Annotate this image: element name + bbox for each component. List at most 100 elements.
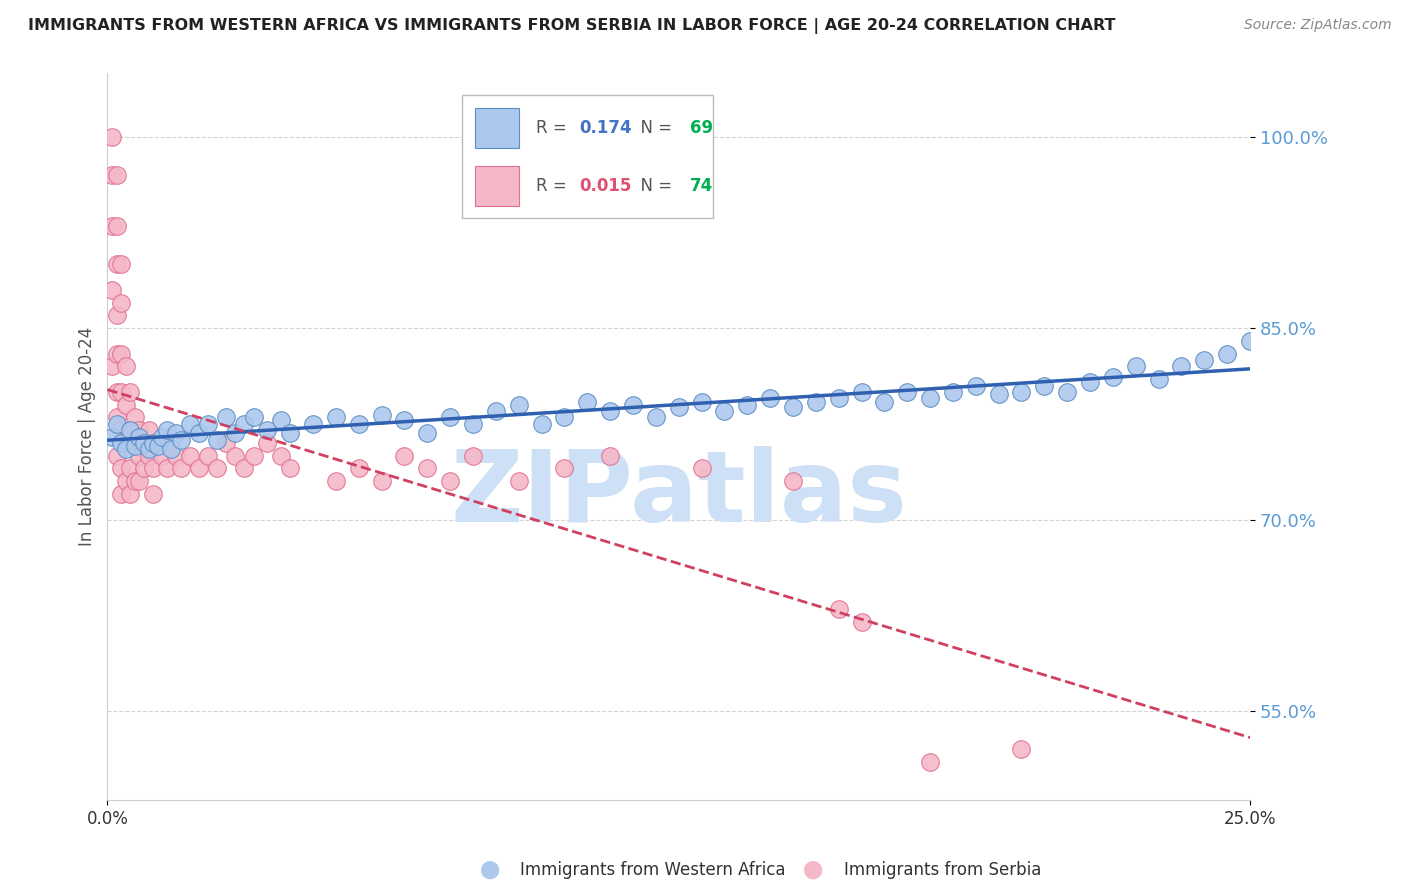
Point: [690, 461, 713, 475]
Point: [416, 425, 439, 440]
Point: [804, 395, 827, 409]
Point: [713, 404, 735, 418]
Point: [1011, 384, 1033, 399]
Text: IMMIGRANTS FROM WESTERN AFRICA VS IMMIGRANTS FROM SERBIA IN LABOR FORCE | AGE 20: IMMIGRANTS FROM WESTERN AFRICA VS IMMIGR…: [28, 18, 1115, 34]
Point: [242, 410, 264, 425]
Point: [224, 449, 246, 463]
Point: [110, 257, 132, 271]
Point: [508, 475, 530, 489]
Point: [215, 410, 238, 425]
Point: [197, 449, 219, 463]
Point: [128, 475, 150, 489]
Point: [156, 461, 179, 475]
Point: [132, 436, 155, 450]
Point: [110, 461, 132, 475]
Point: [873, 395, 896, 409]
Point: [644, 410, 666, 425]
Point: [110, 436, 132, 450]
Point: [101, 129, 124, 144]
Point: [128, 429, 150, 443]
Point: [101, 429, 124, 443]
Point: [132, 461, 155, 475]
Point: [165, 425, 187, 440]
Text: N =: N =: [630, 119, 676, 136]
Point: [114, 359, 136, 374]
FancyBboxPatch shape: [475, 166, 519, 206]
Point: [101, 283, 124, 297]
Point: [105, 410, 128, 425]
Text: Immigrants from Serbia: Immigrants from Serbia: [844, 861, 1040, 879]
Point: [128, 423, 150, 437]
Point: [851, 615, 873, 629]
Point: [621, 398, 644, 412]
Point: [105, 309, 128, 323]
Text: R =: R =: [536, 177, 572, 194]
Point: [205, 434, 228, 448]
Point: [920, 392, 942, 406]
Point: [114, 398, 136, 412]
Point: [105, 346, 128, 360]
FancyBboxPatch shape: [475, 108, 519, 147]
Point: [1216, 346, 1239, 360]
Point: [110, 346, 132, 360]
Point: [114, 436, 136, 450]
Point: [530, 417, 553, 431]
Point: [156, 423, 179, 437]
Point: [1125, 359, 1147, 374]
Text: ⬤: ⬤: [803, 861, 823, 879]
Point: [920, 755, 942, 769]
Point: [101, 219, 124, 233]
Point: [690, 395, 713, 409]
Point: [1011, 742, 1033, 756]
Text: 74: 74: [690, 177, 713, 194]
Point: [138, 449, 160, 463]
Point: [1170, 359, 1192, 374]
Point: [179, 417, 201, 431]
Point: [124, 475, 146, 489]
Point: [205, 461, 228, 475]
Point: [169, 461, 191, 475]
Point: [599, 404, 621, 418]
Text: 0.015: 0.015: [579, 177, 631, 194]
Text: R =: R =: [536, 119, 572, 136]
Point: [942, 384, 965, 399]
Point: [256, 436, 278, 450]
Point: [142, 487, 165, 501]
Point: [485, 404, 508, 418]
Point: [576, 395, 599, 409]
Point: [668, 401, 690, 415]
Point: [142, 436, 165, 450]
Point: [439, 475, 461, 489]
Point: [347, 417, 370, 431]
Point: [169, 434, 191, 448]
Point: [394, 413, 416, 427]
Point: [101, 359, 124, 374]
FancyBboxPatch shape: [461, 95, 713, 219]
Point: [1239, 334, 1261, 348]
Text: Source: ZipAtlas.com: Source: ZipAtlas.com: [1244, 18, 1392, 32]
Point: [394, 449, 416, 463]
Point: [439, 410, 461, 425]
Point: [782, 401, 804, 415]
Point: [553, 410, 575, 425]
Point: [146, 436, 169, 450]
Point: [1033, 378, 1056, 392]
Point: [256, 423, 278, 437]
Point: [150, 429, 173, 443]
Point: [110, 423, 132, 437]
Point: [120, 487, 142, 501]
Point: [965, 378, 987, 392]
Point: [1147, 372, 1170, 386]
Point: [110, 384, 132, 399]
Point: [179, 449, 201, 463]
Point: [160, 436, 183, 450]
Point: [187, 461, 209, 475]
Point: [101, 168, 124, 182]
Point: [120, 423, 142, 437]
Point: [105, 417, 128, 431]
Point: [105, 219, 128, 233]
Point: [120, 423, 142, 437]
Point: [124, 438, 146, 452]
Point: [124, 410, 146, 425]
Point: [105, 384, 128, 399]
